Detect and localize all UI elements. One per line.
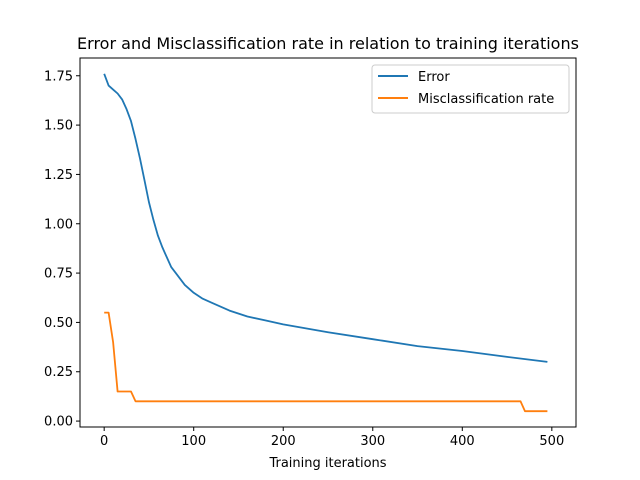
- y-tick-label: 0.50: [44, 316, 73, 331]
- x-tick-label: 100: [181, 434, 206, 449]
- y-tick-label: 0.00: [44, 415, 73, 430]
- y-tick-label: 1.50: [44, 119, 73, 134]
- series-layer: [103, 73, 548, 413]
- legend-label-misclassification-rate: Misclassification rate: [418, 92, 554, 107]
- series-line-error: [103, 73, 548, 363]
- chart-title: Error and Misclassification rate in rela…: [77, 34, 579, 53]
- x-tick-label: 200: [271, 434, 296, 449]
- legend-box: [371, 64, 570, 114]
- y-tick-label: 0.25: [44, 365, 73, 380]
- legend: Error Misclassification rate: [371, 64, 570, 114]
- legend-label-error: Error: [418, 70, 450, 85]
- series-line-misclassification-rate: [104, 311, 548, 413]
- x-tick-label: 400: [450, 434, 475, 449]
- x-tick-label: 300: [360, 434, 385, 449]
- y-axis-ticks: 0.00 0.25 0.50 0.75 1.00 1.25 1.50 1.75: [44, 69, 80, 430]
- x-tick-label: 0: [100, 434, 108, 449]
- y-tick-label: 1.00: [44, 217, 73, 232]
- x-axis-label: Training iterations: [268, 456, 386, 471]
- plot-frame: [79, 57, 577, 428]
- x-axis-ticks: 0 100 200 300 400 500: [100, 427, 564, 449]
- y-tick-label: 1.25: [44, 168, 73, 183]
- y-tick-label: 1.75: [44, 69, 73, 84]
- x-tick-label: 500: [539, 434, 564, 449]
- y-tick-label: 0.75: [44, 267, 73, 282]
